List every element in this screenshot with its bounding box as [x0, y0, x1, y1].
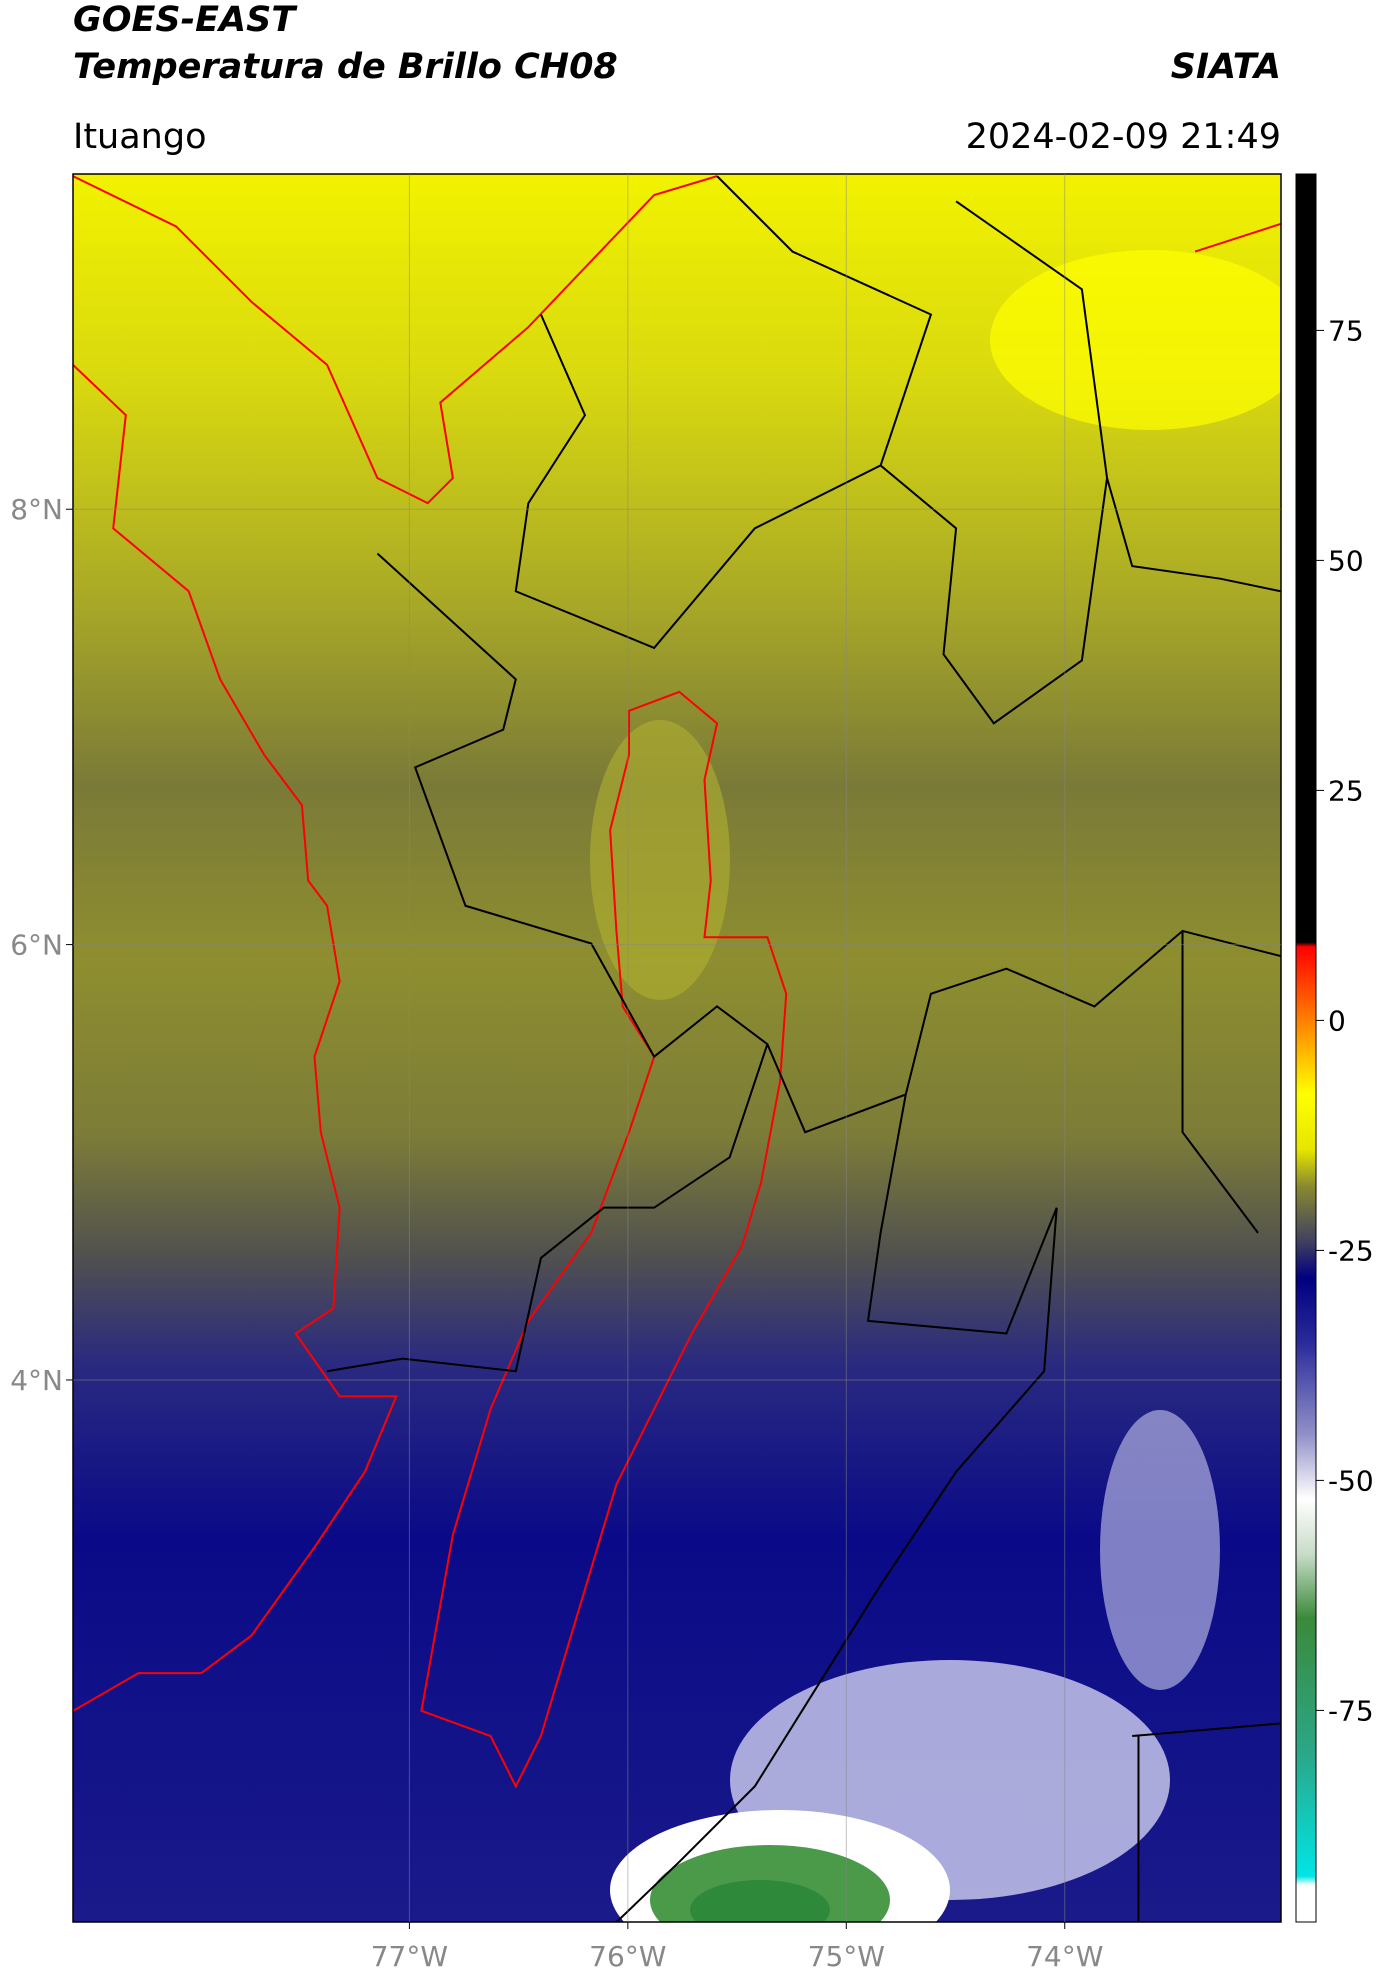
- x-tick-label: 76°W: [589, 1940, 666, 1973]
- colorbar-tick-label: 25: [1328, 774, 1364, 807]
- map-frame: [72, 173, 1282, 1923]
- colorbar-tick-label: -25: [1328, 1234, 1374, 1267]
- colorbar-tick-label: -75: [1328, 1694, 1374, 1727]
- datetime: 2024-02-09 21:49: [966, 117, 1281, 157]
- map-image: [73, 174, 1281, 1922]
- y-tick-label: 6°N: [10, 929, 63, 962]
- x-tick-label: 74°W: [1026, 1940, 1103, 1973]
- colorbar-tick-label: -50: [1328, 1464, 1374, 1497]
- colorbar-tick-label: 50: [1328, 544, 1364, 577]
- x-tick-label: 77°W: [371, 1940, 448, 1973]
- location: Ituango: [73, 117, 207, 157]
- brand: SIATA: [1171, 47, 1281, 87]
- title: GOES-EAST: [73, 0, 298, 40]
- subtitle: Temperatura de Brillo CH08: [73, 47, 618, 87]
- colorbar: [1295, 173, 1317, 1923]
- colorbar-tick-label: 0: [1328, 1004, 1346, 1037]
- y-tick-label: 4°N: [10, 1364, 63, 1397]
- y-tick-label: 8°N: [10, 493, 63, 526]
- x-tick-label: 75°W: [808, 1940, 885, 1973]
- colorbar-tick-label: 75: [1328, 314, 1364, 347]
